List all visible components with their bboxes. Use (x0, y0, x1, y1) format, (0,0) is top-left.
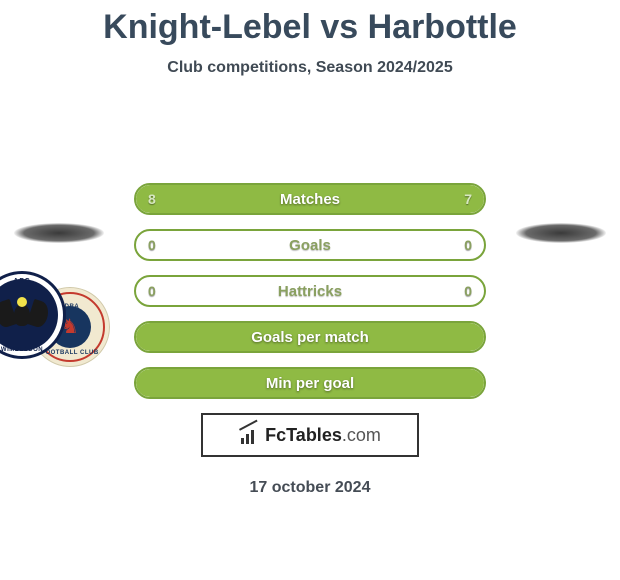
page-title: Knight-Lebel vs Harbottle (0, 0, 620, 47)
site-brand-light: .com (342, 425, 381, 445)
site-brand: FcTables.com (265, 425, 381, 446)
stat-label: Hattricks (136, 283, 484, 300)
club-right-inner (0, 279, 58, 351)
shadow-left (14, 223, 104, 243)
comparison-content: CREWE ALEXANDRA ♞ FOOTBALL CLUB AFC WIMB… (0, 95, 620, 497)
date-text: 17 october 2024 (0, 479, 620, 497)
stat-label: Matches (136, 191, 484, 208)
club-right-bottom-text: WIMBLEDON (0, 347, 63, 353)
chart-icon (239, 426, 261, 444)
stat-row: Goals per match (134, 321, 486, 353)
eagle-icon (0, 295, 46, 335)
stat-label: Goals (136, 237, 484, 254)
shadow-right (516, 223, 606, 243)
site-attribution: FcTables.com (201, 413, 419, 457)
site-brand-bold: FcTables (265, 425, 342, 445)
stats-column: 87Matches 00Goals 00Hattricks Goals per mat… (134, 183, 486, 399)
stat-row: 00Goals (134, 229, 486, 261)
subtitle: Club competitions, Season 2024/2025 (0, 59, 620, 77)
stat-row: 00Hattricks (134, 275, 486, 307)
stat-row: Min per goal (134, 367, 486, 399)
stat-label: Min per goal (136, 375, 484, 392)
stat-row: 87Matches (134, 183, 486, 215)
stat-label: Goals per match (136, 329, 484, 346)
